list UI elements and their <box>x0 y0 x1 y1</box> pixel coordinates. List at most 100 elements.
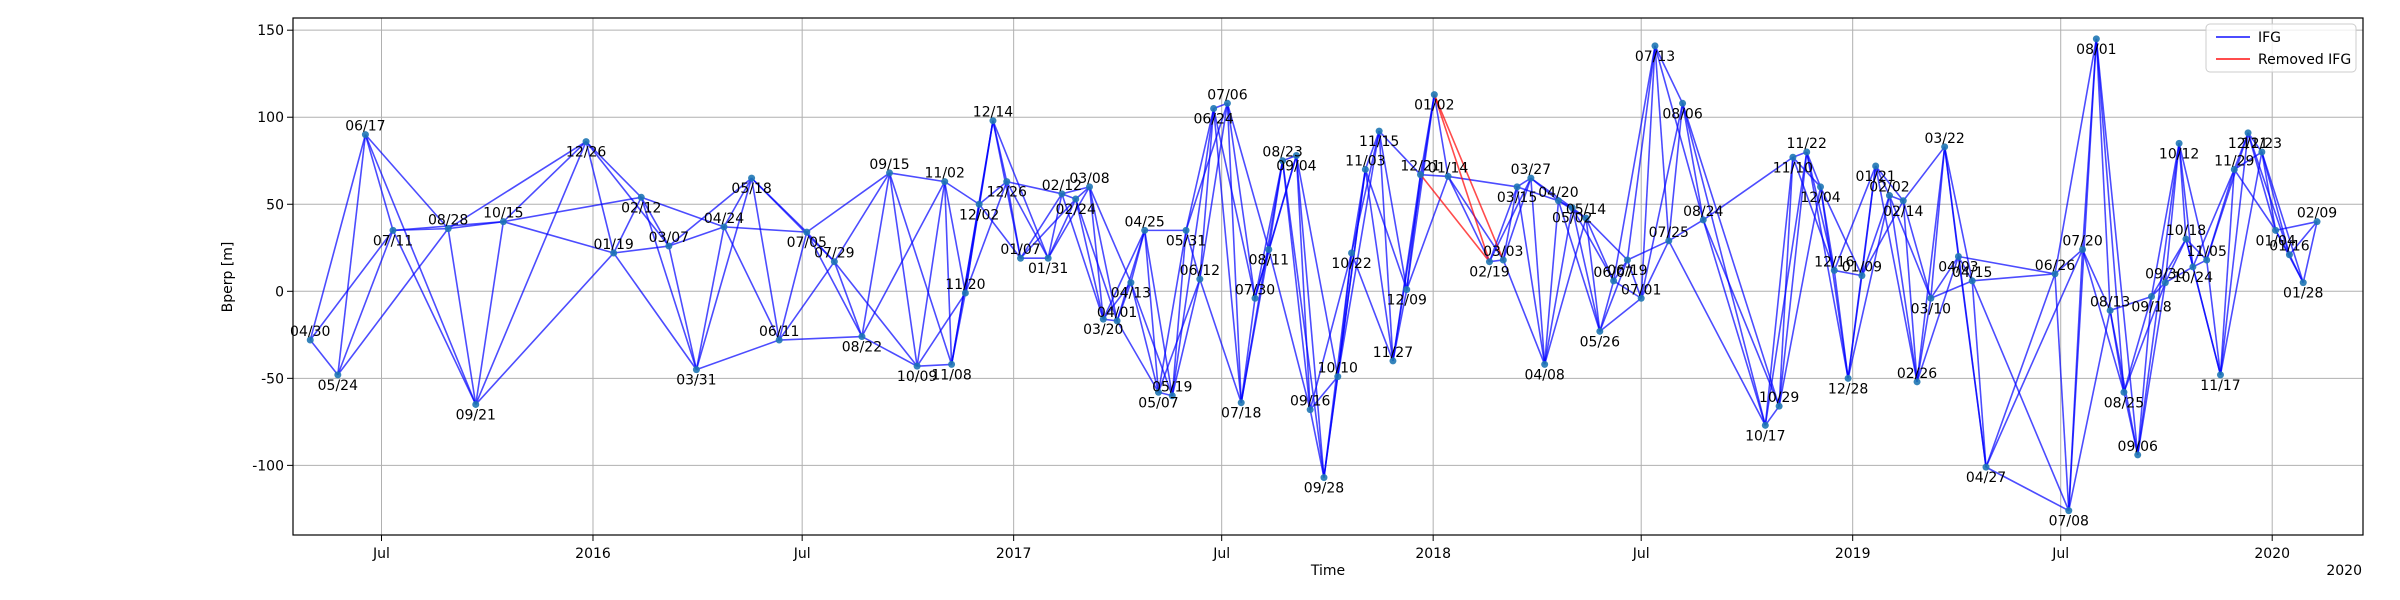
ifg-edge <box>1599 297 1642 332</box>
acquisition-point <box>2230 165 2238 173</box>
acquisition-point <box>2106 306 2114 314</box>
ifg-edge <box>2150 238 2187 297</box>
acquisition-point <box>1651 42 1659 50</box>
ifg-edge <box>1226 103 1256 299</box>
acquisition-point <box>1210 105 1218 113</box>
acquisition-point <box>2203 256 2211 264</box>
ifg-edge <box>1364 169 1394 362</box>
ifg-edge <box>1088 186 1105 320</box>
ifg-edge <box>888 172 953 365</box>
acquisition-label: 11/03 <box>1345 153 1385 169</box>
plot-area-background <box>293 18 2363 535</box>
acquisition-label: 10/12 <box>2159 146 2199 162</box>
ifg-edge <box>1350 130 1380 254</box>
ifg-edge <box>2302 221 2318 283</box>
acquisition-label: 09/06 <box>2118 439 2158 455</box>
ifg-edge <box>613 245 669 254</box>
acquisition-point <box>1761 421 1769 429</box>
acquisition-label: 05/14 <box>1566 202 1606 218</box>
ifg-edge <box>1985 273 2056 468</box>
ifg-edge <box>448 220 504 230</box>
acquisition-point <box>1679 99 1687 107</box>
ifg-edge <box>2164 266 2194 284</box>
ifg-edge <box>1530 177 1573 209</box>
acquisition-point <box>961 289 969 297</box>
ifg-edge <box>668 177 753 247</box>
acquisition-label: 08/23 <box>1262 145 1302 161</box>
ifg-edge <box>2219 151 2263 375</box>
ifg-edge <box>2288 254 2304 283</box>
acquisition-label: 04/27 <box>1966 470 2006 486</box>
acquisition-label: 06/11 <box>759 324 799 340</box>
ifg-edge <box>1972 273 2056 282</box>
ifg-edge <box>1805 151 1849 379</box>
acquisition-label: 12/11 <box>2228 136 2268 152</box>
acquisition-label: 08/01 <box>2076 42 2116 58</box>
acquisition-label: 03/31 <box>676 373 716 389</box>
ifg-edge <box>2233 151 2263 171</box>
ifg-edge <box>2288 221 2318 256</box>
acquisition-point <box>1789 153 1797 161</box>
ifg-edge <box>1130 230 1146 283</box>
acquisition-label: 09/15 <box>869 157 909 173</box>
acquisition-point <box>1927 294 1935 302</box>
ifg-edge <box>1612 45 1656 281</box>
ifg-edge <box>1888 195 1932 299</box>
ifg-edge <box>1902 146 1946 202</box>
acquisition-point <box>1430 91 1438 99</box>
ifg-edge <box>1654 45 1670 241</box>
acquisition-label: 05/07 <box>1138 395 1178 411</box>
ifg-edge <box>1226 103 1243 403</box>
acquisition-label: 07/18 <box>1221 406 1261 422</box>
ifg-edge <box>695 177 753 370</box>
ifg-edge <box>1613 280 1642 299</box>
ifg-edge <box>2164 143 2180 283</box>
acquisition-label: 10/09 <box>897 369 937 385</box>
acquisition-point <box>2272 226 2280 234</box>
ifg-edge <box>503 220 614 254</box>
ifg-edge <box>2054 248 2084 275</box>
ifg-edge <box>2261 151 2304 283</box>
ifg-edge <box>2109 295 2152 312</box>
ifg-edge <box>2164 238 2187 283</box>
ifg-edge <box>1585 218 1601 332</box>
acquisition-point <box>1485 258 1493 266</box>
ifg-edge <box>1778 157 1794 407</box>
ifg-edge <box>1640 45 1656 299</box>
ifg-edge <box>1102 230 1146 320</box>
ifg-edge <box>2205 259 2222 375</box>
acquisition-label: 06/07 <box>1593 265 1633 281</box>
removed-ifg-edge <box>1419 174 1491 263</box>
ifg-edge <box>1157 230 1187 393</box>
acquisition-point <box>2175 139 2183 147</box>
acquisition-point <box>334 371 342 379</box>
acquisition-label: 08/25 <box>2104 395 2144 411</box>
acquisition-label: 10/22 <box>1331 256 1371 272</box>
x-tick-label: Jul <box>1632 546 1650 562</box>
acquisition-label: 05/26 <box>1580 334 1620 350</box>
ifg-edge <box>1599 280 1615 332</box>
acquisition-label: 01/31 <box>1028 261 1068 277</box>
acquisition-label: 05/24 <box>318 378 358 394</box>
ifg-edge <box>943 181 953 365</box>
ifg-edge <box>723 226 807 233</box>
ifg-edge <box>1199 278 1242 403</box>
acquisition-label: 10/29 <box>1759 390 1799 406</box>
acquisition-point <box>2244 129 2252 137</box>
ifg-edge <box>1309 409 1325 478</box>
acquisition-point <box>306 336 314 344</box>
acquisition-label: 08/22 <box>842 340 882 356</box>
ifg-edge <box>1185 108 1215 231</box>
acquisition-label: 01/28 <box>2283 286 2323 302</box>
acquisition-labels: 04/30 05/24 06/17 07/11 08/28 09/21 10/15 12/26… <box>290 42 2337 530</box>
ifg-edge <box>1047 186 1091 259</box>
ifg-edge <box>1612 259 1629 282</box>
acquisition-point <box>1182 226 1190 234</box>
x-tick-label: 2018 <box>1415 546 1451 562</box>
acquisition-label: 04/13 <box>1111 286 1151 302</box>
acquisition-label: 07/20 <box>2062 234 2102 250</box>
ifg-edge <box>640 196 725 228</box>
acquisition-point <box>1913 378 1921 386</box>
ifg-edge <box>1088 186 1132 283</box>
ifg-edge <box>2136 143 2180 456</box>
